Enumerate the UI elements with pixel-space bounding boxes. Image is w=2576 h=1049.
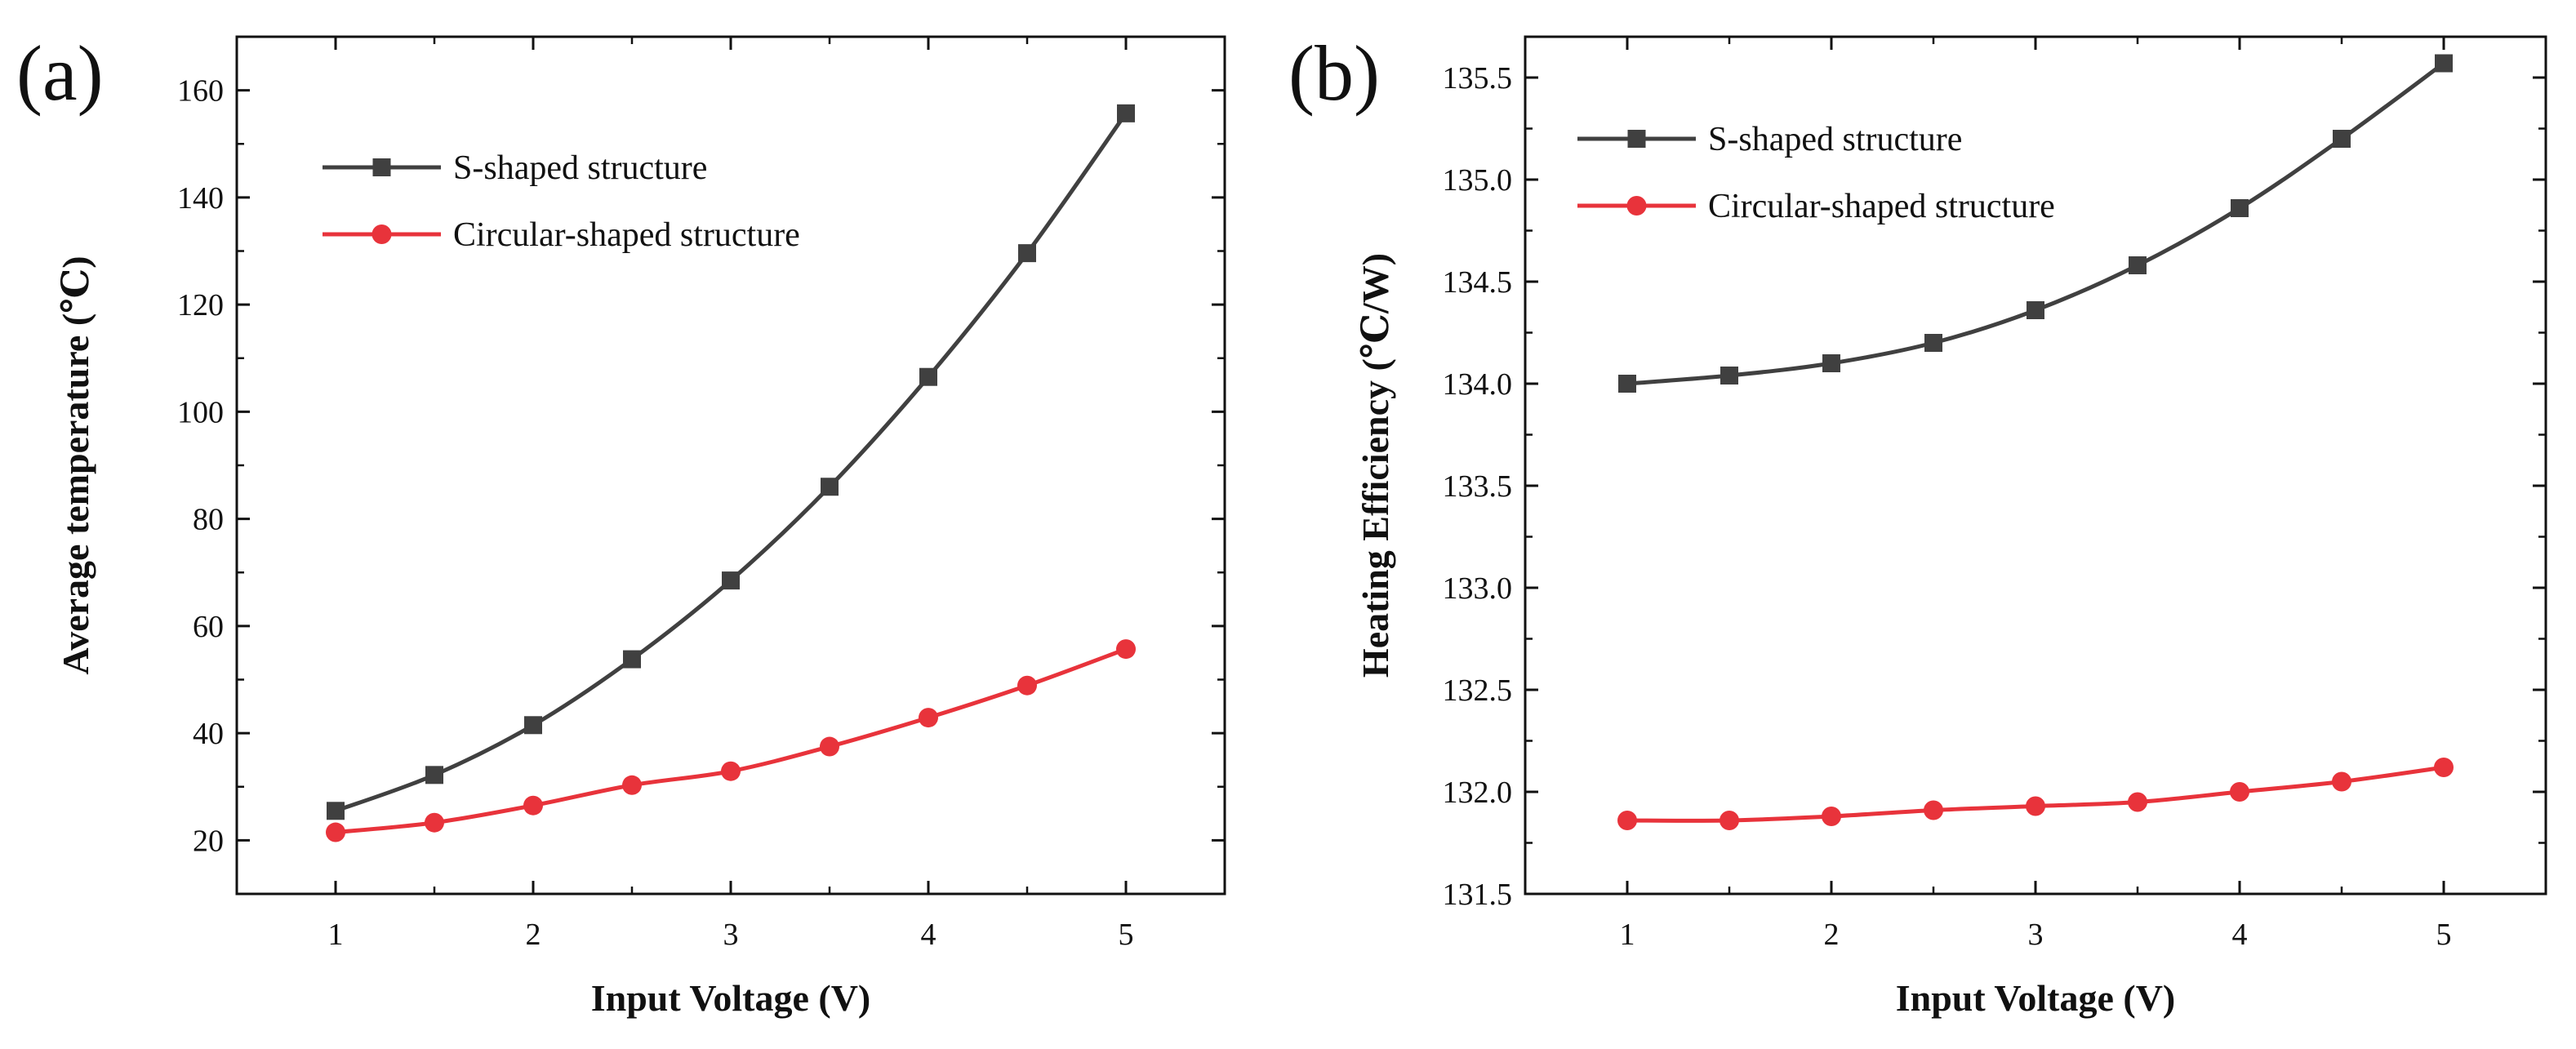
data-point-circle	[2026, 796, 2045, 816]
y-tick-label: 134.0	[1443, 367, 1513, 402]
data-point-circle	[2434, 758, 2454, 777]
data-point-square	[1924, 334, 1942, 352]
legend-marker-square	[372, 158, 391, 176]
y-tick-label: 135.0	[1443, 163, 1513, 198]
data-point-square	[623, 650, 641, 669]
data-point-square	[919, 367, 937, 386]
y-tick-label: 131.5	[1443, 878, 1513, 912]
data-point-circle	[1617, 811, 1637, 830]
data-point-circle	[622, 775, 642, 795]
series-circular-shaped	[326, 639, 1136, 842]
data-point-circle	[1924, 800, 1943, 820]
data-point-circle	[523, 795, 543, 816]
data-point-square	[722, 571, 740, 590]
legend-label: S-shaped structure	[453, 149, 707, 187]
x-tick-label: 1	[328, 918, 344, 952]
legend-label: Circular-shaped structure	[453, 216, 800, 254]
data-point-square	[1720, 367, 1738, 384]
panel-label: (b)	[1288, 29, 1380, 117]
y-tick-label: 100	[177, 395, 224, 429]
data-point-square	[1117, 104, 1135, 122]
x-tick-label: 2	[526, 918, 541, 952]
y-tick-label: 132.0	[1443, 776, 1513, 810]
data-point-circle	[919, 708, 938, 728]
data-point-square	[2129, 256, 2147, 274]
data-point-square	[2435, 54, 2453, 73]
data-point-square	[524, 716, 542, 735]
data-point-circle	[721, 761, 741, 781]
y-axis-title: Heating Efficiency (℃/W)	[1355, 253, 1396, 678]
data-point-circle	[2332, 771, 2351, 792]
data-point-square	[2027, 301, 2044, 319]
legend: S-shaped structure Circular-shaped struct…	[323, 149, 800, 254]
legend-label: S-shaped structure	[1708, 121, 1962, 158]
plot-frame	[1524, 35, 2547, 896]
y-tick-label: 120	[177, 288, 224, 322]
series-circular-shaped	[1617, 758, 2454, 830]
data-point-square	[821, 478, 839, 496]
legend-marker-circle	[1626, 196, 1647, 216]
data-point-circle	[1017, 675, 1037, 696]
y-tick-label: 135.5	[1443, 61, 1513, 96]
legend-marker-circle	[371, 224, 392, 244]
x-tick-label: 5	[1119, 918, 1134, 952]
x-axis-title: Input Voltage (V)	[1896, 977, 2176, 1019]
panel-a: (a) 1 2 3 4 5 20 40 60 80 100 120 140 160 Input Voltag…	[16, 29, 1226, 1019]
y-tick-label: 134.5	[1443, 265, 1513, 300]
y-tick-label: 133.5	[1443, 469, 1513, 504]
data-point-circle	[1822, 807, 1841, 826]
data-point-circle	[2128, 792, 2147, 812]
x-tick-label: 3	[2028, 918, 2044, 952]
y-axis-title: Average temperature (℃)	[55, 256, 96, 674]
data-point-square	[2231, 199, 2249, 217]
data-point-square	[1822, 354, 1840, 372]
y-tick-label: 132.5	[1443, 673, 1513, 708]
series-s-shaped	[1618, 54, 2453, 393]
series-s-shaped	[327, 104, 1135, 820]
data-point-square	[2333, 130, 2351, 148]
data-point-circle	[326, 822, 345, 842]
x-tick-label: 4	[2232, 918, 2248, 952]
x-tick-label: 1	[1620, 918, 1635, 952]
series-line	[335, 112, 1128, 813]
data-point-square	[425, 766, 443, 785]
series-line	[335, 647, 1127, 835]
x-tick-label: 5	[2436, 918, 2452, 952]
x-axis-title: Input Voltage (V)	[591, 977, 871, 1019]
y-tick-label: 160	[177, 74, 224, 109]
y-tick-label: 20	[193, 824, 224, 858]
y-tick-label: 60	[193, 610, 224, 644]
legend: S-shaped structure Circular-shaped struct…	[1577, 121, 2055, 225]
data-point-circle	[820, 736, 839, 757]
y-tick-label: 40	[193, 717, 224, 751]
data-point-circle	[425, 812, 444, 833]
legend-label: Circular-shaped structure	[1708, 188, 2055, 225]
x-tick-label: 3	[723, 918, 739, 952]
data-point-circle	[1116, 639, 1136, 660]
panel-b: (b) 1 2 3 4 5 131.5 132.0 132.5 133.0 133.5 134.0 13…	[1288, 29, 2547, 1019]
data-point-square	[1618, 375, 1636, 393]
data-point-square	[1018, 244, 1036, 263]
legend-marker-square	[1627, 130, 1646, 148]
x-tick-label: 4	[921, 918, 937, 952]
y-tick-label: 133.0	[1443, 571, 1513, 606]
data-point-square	[327, 802, 345, 820]
data-point-circle	[1720, 811, 1739, 830]
x-tick-label: 2	[1824, 918, 1840, 952]
data-point-circle	[2230, 782, 2249, 802]
y-tick-label: 140	[177, 181, 224, 216]
panel-label: (a)	[16, 29, 104, 117]
y-tick-label: 80	[193, 503, 224, 537]
